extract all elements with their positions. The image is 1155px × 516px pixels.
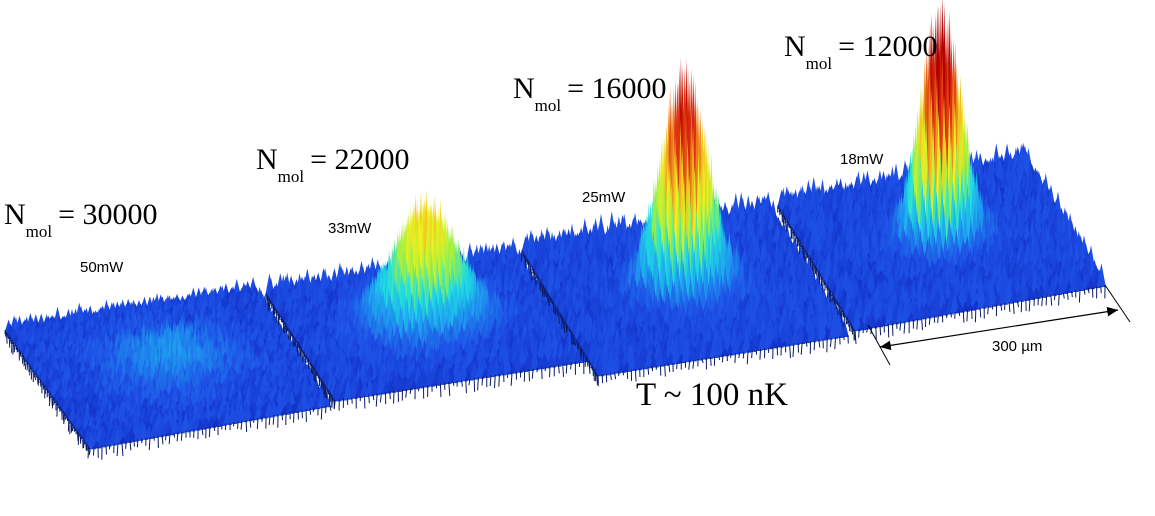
edge-spike xyxy=(465,379,467,394)
edge-spike xyxy=(311,364,314,375)
edge-spike xyxy=(213,425,216,432)
edge-spike xyxy=(26,361,29,371)
edge-spike xyxy=(528,369,531,382)
edge-spike xyxy=(58,404,61,410)
edge-spike xyxy=(245,420,248,433)
edge-spike xyxy=(45,386,47,394)
edge-spike xyxy=(208,426,211,438)
edge-spike xyxy=(268,415,271,425)
edge-spike xyxy=(168,433,171,445)
edge-spike xyxy=(309,408,312,415)
edge-spike xyxy=(83,440,85,449)
surface-spike xyxy=(275,396,285,416)
edge-spike xyxy=(310,362,313,374)
edge-spike xyxy=(48,392,51,407)
edge-spike xyxy=(92,447,95,456)
edge-spike xyxy=(129,440,132,451)
edge-spike xyxy=(275,309,278,323)
edge-spike xyxy=(448,381,451,396)
edge-spike xyxy=(201,427,204,436)
edge-spike xyxy=(256,417,259,430)
edge-spike xyxy=(4,329,7,337)
edge-spike xyxy=(224,423,227,430)
surface-panel-1 xyxy=(4,276,332,460)
edge-spike xyxy=(249,419,252,428)
edge-spike xyxy=(136,439,139,448)
edge-spike xyxy=(506,372,509,378)
edge-spike xyxy=(328,391,331,406)
edge-spike xyxy=(88,447,91,456)
edge-spike xyxy=(35,373,37,381)
edge-spike xyxy=(368,394,370,404)
edge-spike xyxy=(232,422,235,427)
edge-spike xyxy=(116,442,119,457)
surface-spike xyxy=(113,425,123,445)
edge-spike xyxy=(498,373,500,387)
edge-spike xyxy=(180,431,183,441)
edge-spike xyxy=(12,341,14,355)
edge-spike xyxy=(375,393,378,407)
edge-spike xyxy=(286,326,289,332)
edge-spike xyxy=(320,406,323,420)
edge-spike xyxy=(549,365,551,378)
edge-spike xyxy=(21,353,24,364)
edge-spike xyxy=(329,404,332,411)
edge-spike xyxy=(292,335,295,347)
edge-spike xyxy=(24,359,27,370)
edge-spike xyxy=(494,374,496,388)
edge-spike xyxy=(283,321,285,329)
edge-spike xyxy=(29,365,31,376)
edge-spike xyxy=(80,436,82,442)
edge-spike xyxy=(240,420,243,430)
edge-spike xyxy=(312,407,315,413)
edge-spike xyxy=(79,434,82,444)
edge-spike xyxy=(536,367,538,373)
edge-spike xyxy=(565,363,568,374)
edge-spike xyxy=(562,363,565,377)
edge-spike xyxy=(51,396,54,409)
edge-spike xyxy=(85,442,87,451)
edge-spike xyxy=(30,367,33,380)
edge-spike xyxy=(294,339,297,347)
edge-spike xyxy=(53,398,56,406)
edge-spike xyxy=(324,385,327,398)
edge-spike xyxy=(481,376,484,386)
edge-spike xyxy=(280,316,282,323)
edge-spike xyxy=(272,414,275,425)
edge-spike xyxy=(161,435,164,445)
surface-panel-2 xyxy=(264,189,589,411)
surface-spike xyxy=(322,390,332,408)
edge-spike xyxy=(56,402,58,417)
edge-spike xyxy=(16,347,19,353)
edge-spike xyxy=(278,314,281,321)
surface-spike xyxy=(243,403,253,422)
edge-spike xyxy=(173,432,176,438)
edge-spike xyxy=(281,413,284,421)
edge-spike xyxy=(10,337,12,344)
edge-spike xyxy=(23,357,26,367)
surface-spike xyxy=(87,430,97,450)
edge-spike xyxy=(393,390,395,404)
edge-spike xyxy=(303,351,306,357)
edge-spike xyxy=(541,367,543,380)
edge-spike xyxy=(37,377,40,386)
edge-spike xyxy=(121,442,124,457)
edge-spike xyxy=(13,343,16,353)
edge-spike xyxy=(87,446,90,459)
edge-spike xyxy=(5,331,8,344)
edge-spike xyxy=(71,424,74,432)
edge-spike xyxy=(176,432,179,442)
edge-spike xyxy=(108,444,111,450)
edge-spike xyxy=(290,332,292,339)
edge-spike xyxy=(148,437,151,451)
